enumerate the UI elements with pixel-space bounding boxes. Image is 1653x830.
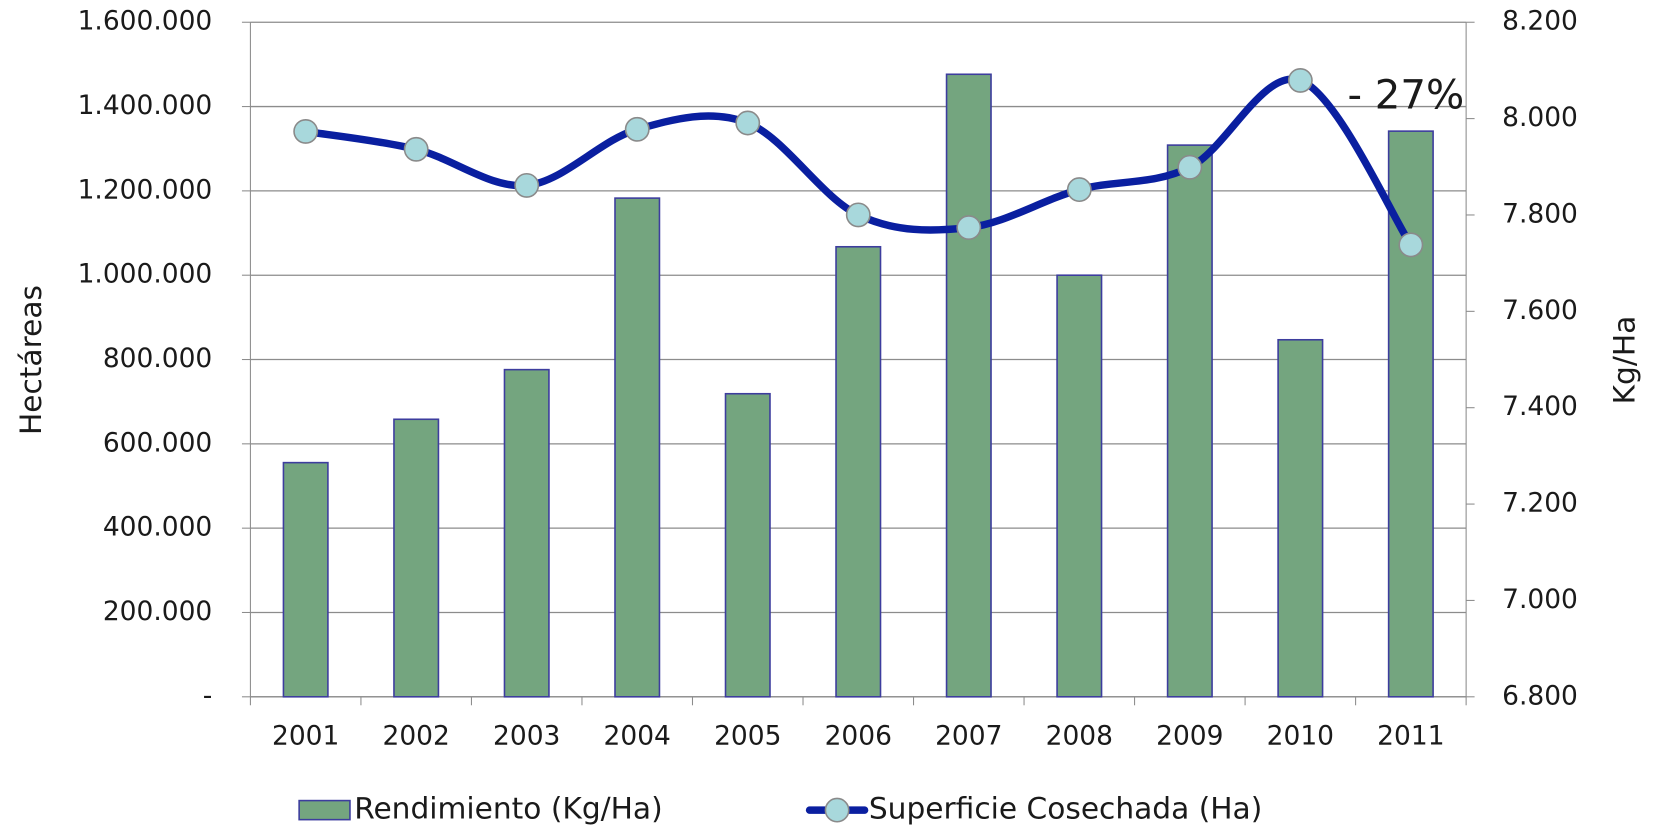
- y2-tick-label: 8.000: [1502, 102, 1578, 133]
- y-axis-label: Hectáreas: [13, 285, 48, 435]
- y2-tick-label: 7.200: [1502, 488, 1578, 519]
- line-marker: [845, 202, 871, 228]
- line-marker: [1177, 154, 1203, 180]
- bar: [1166, 144, 1213, 698]
- bar: [503, 368, 550, 698]
- y2-tick-label: 6.800: [1502, 680, 1578, 711]
- x-tick-label: 2001: [272, 721, 339, 752]
- y-tick-label: 200.000: [103, 596, 212, 627]
- line-marker: [514, 172, 540, 198]
- bar: [1056, 274, 1103, 698]
- legend-label: Superficie Cosechada (Ha): [869, 791, 1262, 826]
- annotation: - 27%: [1348, 72, 1465, 118]
- bar: [945, 73, 992, 698]
- x-tick-label: 2007: [935, 721, 1002, 752]
- x-tick-label: 2006: [825, 721, 892, 752]
- y2-tick-label: 7.800: [1502, 198, 1578, 229]
- line-marker: [735, 110, 761, 136]
- y2-tick-label: 7.400: [1502, 391, 1578, 422]
- line-marker: [1287, 67, 1313, 93]
- y2-tick-label: 8.200: [1502, 6, 1578, 37]
- line-marker: [1066, 177, 1092, 203]
- y-tick-label: 1.000.000: [78, 259, 213, 290]
- x-tick-label: 2004: [604, 721, 671, 752]
- y2-tick-label: 7.600: [1502, 295, 1578, 326]
- line-marker: [624, 116, 650, 142]
- line-marker: [403, 136, 429, 162]
- legend-label: Rendimiento (Kg/Ha): [354, 791, 662, 826]
- legend-swatch: [824, 797, 850, 823]
- y2-tick-label: 7.000: [1502, 584, 1578, 615]
- x-tick-label: 2003: [493, 721, 560, 752]
- bar: [614, 197, 661, 698]
- x-tick-label: 2011: [1377, 721, 1444, 752]
- bar: [282, 461, 329, 698]
- y-tick-label: 1.600.000: [78, 6, 213, 37]
- line-marker: [956, 215, 982, 241]
- bar: [1277, 338, 1324, 698]
- y2-axis-label: Kg/Ha: [1607, 316, 1642, 405]
- y-tick-label: 600.000: [103, 427, 212, 458]
- line-marker: [293, 118, 319, 144]
- line-marker: [1398, 232, 1424, 258]
- legend-swatch: [298, 799, 351, 821]
- x-tick-label: 2005: [714, 721, 781, 752]
- y-tick-label: -: [203, 680, 213, 711]
- y-tick-label: 400.000: [103, 512, 212, 543]
- y-tick-label: 1.200.000: [78, 174, 213, 205]
- bar: [724, 392, 771, 698]
- x-tick-label: 2009: [1156, 721, 1223, 752]
- x-tick-label: 2002: [383, 721, 450, 752]
- y-tick-label: 800.000: [103, 343, 212, 374]
- bar: [835, 245, 882, 698]
- y-tick-label: 1.400.000: [78, 90, 213, 121]
- x-tick-label: 2008: [1046, 721, 1113, 752]
- x-tick-label: 2010: [1267, 721, 1334, 752]
- bar: [393, 418, 440, 698]
